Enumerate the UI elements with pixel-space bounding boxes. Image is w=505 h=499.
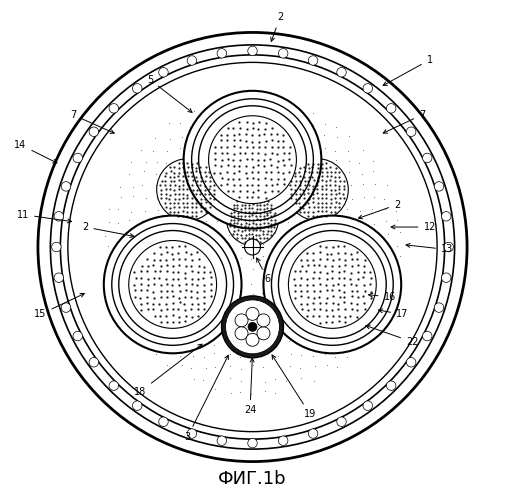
Text: 15: 15 [34, 293, 84, 319]
Circle shape [184, 91, 321, 229]
Text: 18: 18 [134, 344, 202, 397]
Text: 7: 7 [70, 110, 114, 133]
Circle shape [337, 417, 346, 427]
Circle shape [246, 333, 259, 346]
Circle shape [257, 314, 270, 327]
Circle shape [109, 104, 119, 113]
Circle shape [337, 67, 346, 77]
Circle shape [444, 243, 453, 252]
Text: 2: 2 [359, 200, 400, 219]
Circle shape [423, 331, 432, 341]
Circle shape [73, 331, 82, 341]
Text: 1: 1 [383, 55, 433, 85]
Circle shape [227, 194, 278, 246]
Circle shape [157, 159, 219, 221]
Circle shape [129, 241, 217, 328]
Circle shape [257, 327, 270, 340]
Circle shape [209, 116, 296, 204]
Circle shape [309, 429, 318, 438]
Circle shape [187, 429, 196, 438]
Circle shape [235, 314, 248, 327]
Circle shape [187, 56, 196, 65]
Text: 3: 3 [184, 355, 228, 442]
Circle shape [248, 322, 257, 331]
Circle shape [226, 300, 279, 354]
Text: 11: 11 [17, 210, 72, 223]
Text: 12: 12 [391, 222, 436, 232]
Text: 6: 6 [257, 258, 271, 284]
Text: 16: 16 [369, 292, 396, 302]
Circle shape [222, 296, 283, 358]
Circle shape [217, 436, 227, 446]
Circle shape [407, 357, 416, 367]
Circle shape [119, 231, 227, 338]
Text: ФИГ.1b: ФИГ.1b [218, 470, 287, 488]
Circle shape [441, 273, 451, 282]
Circle shape [159, 67, 168, 77]
Circle shape [89, 127, 98, 137]
Circle shape [423, 153, 432, 163]
Circle shape [68, 62, 437, 432]
Circle shape [278, 231, 386, 338]
Circle shape [244, 239, 261, 255]
Text: 14: 14 [14, 140, 57, 163]
Circle shape [159, 417, 168, 427]
Circle shape [363, 401, 373, 410]
Circle shape [52, 243, 61, 251]
Text: 24: 24 [244, 358, 256, 415]
Circle shape [278, 436, 288, 446]
Circle shape [198, 106, 307, 214]
Text: 22: 22 [366, 325, 419, 347]
Circle shape [246, 307, 259, 320]
Circle shape [61, 182, 71, 191]
Circle shape [235, 327, 248, 340]
Circle shape [288, 241, 376, 328]
Text: 2: 2 [271, 12, 283, 41]
Text: 17: 17 [379, 309, 409, 319]
Text: 2: 2 [82, 222, 134, 238]
Circle shape [112, 224, 233, 345]
Circle shape [50, 45, 454, 449]
Circle shape [73, 153, 82, 163]
Circle shape [386, 104, 396, 113]
Text: 13: 13 [406, 244, 453, 254]
Circle shape [441, 212, 451, 221]
Circle shape [407, 127, 416, 137]
Circle shape [309, 56, 318, 65]
Circle shape [132, 401, 142, 410]
Circle shape [264, 216, 401, 353]
Circle shape [61, 55, 444, 439]
Circle shape [54, 212, 64, 221]
Circle shape [54, 273, 64, 282]
Circle shape [89, 357, 98, 367]
Circle shape [83, 77, 422, 417]
Circle shape [278, 48, 288, 58]
Circle shape [217, 48, 227, 58]
Circle shape [191, 99, 314, 221]
Text: 19: 19 [272, 355, 316, 419]
Text: 7: 7 [383, 110, 425, 133]
Circle shape [132, 84, 142, 93]
Circle shape [109, 381, 119, 390]
Circle shape [104, 216, 241, 353]
Circle shape [386, 381, 396, 390]
Circle shape [272, 224, 393, 345]
Circle shape [286, 159, 348, 221]
Circle shape [434, 182, 444, 191]
Circle shape [248, 46, 257, 56]
Circle shape [248, 439, 257, 448]
Circle shape [363, 84, 373, 93]
Circle shape [61, 303, 71, 312]
Text: 5: 5 [147, 75, 192, 112]
Circle shape [38, 32, 467, 462]
Circle shape [434, 303, 444, 312]
